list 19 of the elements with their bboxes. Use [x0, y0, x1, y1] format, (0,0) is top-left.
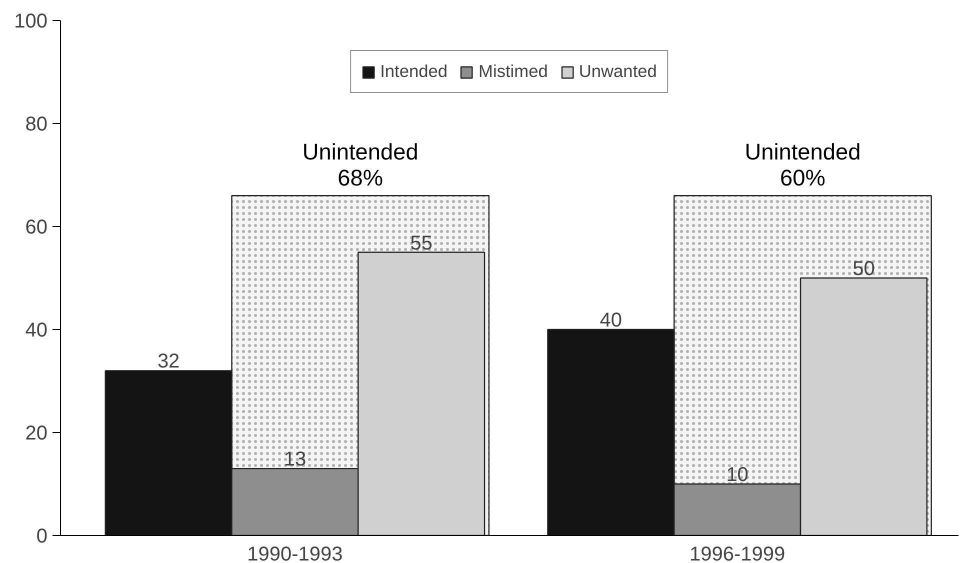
data-label: 13: [284, 448, 306, 471]
x-tick-label: 1996-1999: [689, 544, 786, 563]
y-tick-label: 40: [25, 320, 48, 342]
x-tick-label: 1990-1993: [247, 544, 343, 563]
data-label: 32: [157, 350, 180, 373]
data-label: 55: [410, 232, 432, 254]
y-tick-label: 0: [36, 526, 48, 548]
annotation: Unintended 68%: [302, 138, 418, 190]
legend-label: Intended: [380, 61, 448, 82]
y-tick-label: 20: [25, 422, 48, 444]
data-label: 50: [852, 258, 875, 280]
annotation: Unintended 60%: [744, 138, 861, 190]
data-label: 10: [726, 464, 748, 486]
legend-label: Mistimed: [478, 61, 548, 82]
y-tick-label: 100: [14, 10, 48, 32]
y-tick-label: 60: [25, 216, 48, 238]
y-tick-label: 80: [25, 114, 48, 136]
legend-label: Unwanted: [578, 61, 657, 82]
data-label: 40: [600, 310, 622, 332]
